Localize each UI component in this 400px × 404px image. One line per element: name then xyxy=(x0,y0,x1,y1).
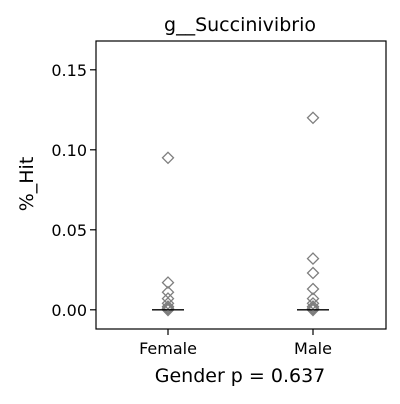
data-point xyxy=(161,151,175,165)
x-axis-label: Gender p = 0.637 xyxy=(155,365,326,387)
data-point xyxy=(161,276,175,290)
data-point xyxy=(306,111,320,125)
x-tick-label: Female xyxy=(139,339,197,358)
data-point xyxy=(306,300,320,314)
y-tick-label: 0.00 xyxy=(51,301,87,320)
x-tick-label: Male xyxy=(294,339,332,358)
data-point xyxy=(306,296,320,310)
y-tick-label: 0.10 xyxy=(51,141,87,160)
data-point xyxy=(161,296,175,310)
data-point xyxy=(306,252,320,266)
data-point xyxy=(306,266,320,280)
data-points xyxy=(161,111,320,317)
data-point xyxy=(161,301,175,315)
y-axis-ticks: 0.00 0.05 0.10 0.15 xyxy=(51,61,96,320)
data-point xyxy=(306,303,320,317)
y-axis-label: %_Hit xyxy=(16,157,38,212)
chart-title: g__Succinivibrio xyxy=(164,14,316,36)
plot-frame xyxy=(95,40,387,330)
data-point xyxy=(161,303,175,317)
data-point xyxy=(161,300,175,314)
data-point xyxy=(306,301,320,315)
y-tick-label: 0.05 xyxy=(51,221,87,240)
y-tick-label: 0.15 xyxy=(51,61,87,80)
data-point xyxy=(306,282,320,296)
x-axis-ticks: Female Male xyxy=(139,329,332,358)
